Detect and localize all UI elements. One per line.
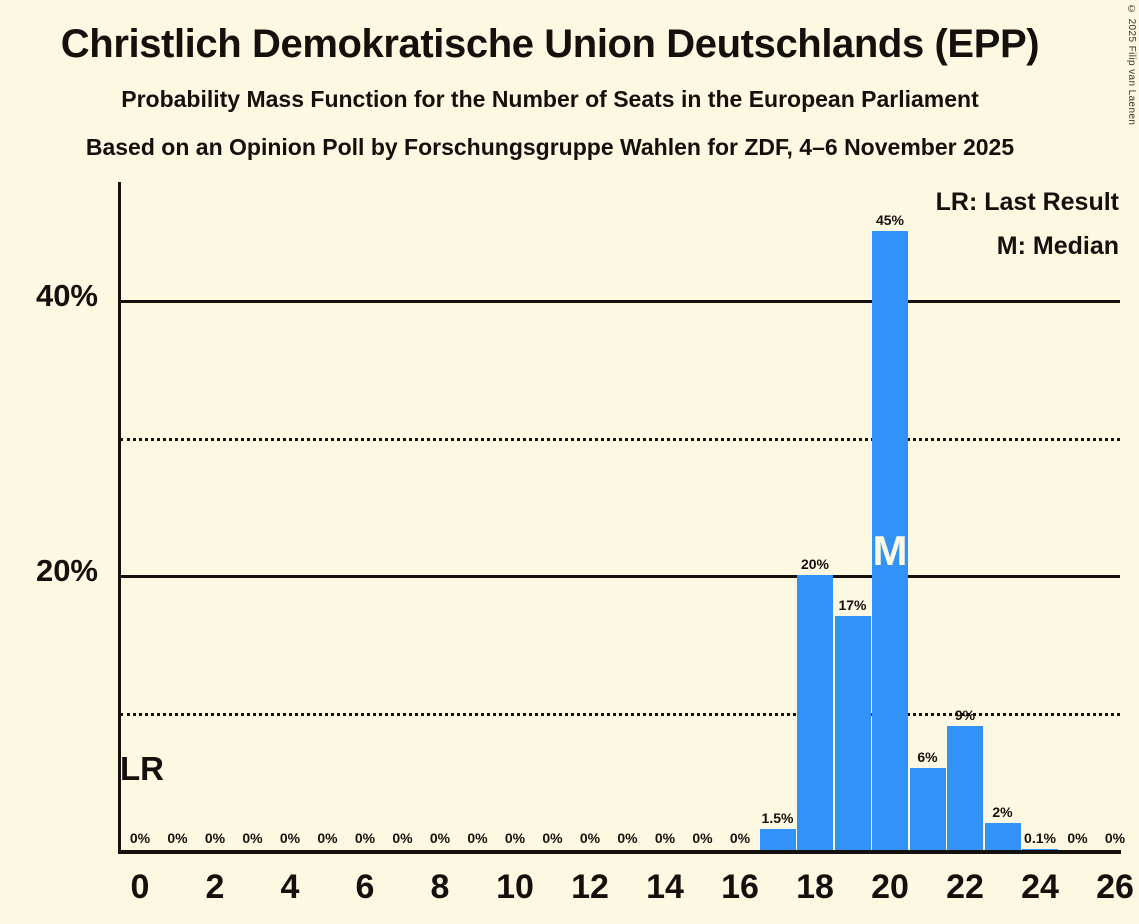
bar-seat-17[interactable] (759, 829, 796, 850)
bar-value-label-22: 9% (954, 707, 976, 724)
x-axis-tick-2: 2 (205, 868, 225, 906)
copyright-notice: © 2025 Filip van Laenen (1126, 4, 1137, 126)
x-axis-tick-26: 26 (1096, 868, 1134, 906)
bar-value-label-11: 0% (542, 830, 563, 846)
bar-value-label-23: 2% (992, 803, 1013, 820)
median-marker: M (872, 527, 908, 574)
bar-value-label-17: 1.5% (761, 810, 794, 827)
bar-value-label-9: 0% (467, 830, 488, 846)
legend-item-median: M: Median (996, 232, 1119, 260)
bar-value-label-18: 20% (800, 556, 830, 572)
bar-value-label-14: 0% (654, 830, 676, 846)
bar-value-label-25: 0% (1067, 830, 1088, 846)
bar-value-label-1: 0% (167, 830, 188, 846)
x-axis-tick-10: 10 (496, 868, 534, 906)
gridline-40 (120, 300, 1120, 303)
bar-value-label-20: 45% (875, 212, 905, 229)
bar-value-label-4: 0% (279, 830, 301, 846)
x-axis-tick-16: 16 (721, 868, 759, 906)
gridline-10 (120, 712, 1120, 716)
gridline-20 (120, 575, 1120, 578)
bar-value-label-19: 17% (838, 597, 867, 614)
bar-seat-20[interactable] (872, 231, 908, 850)
x-axis-tick-14: 14 (646, 868, 684, 906)
bar-value-label-24: 0.1% (1024, 829, 1056, 846)
y-axis-label-20: 20% (35, 553, 98, 588)
legend-item-last-result: LR: Last Result (935, 188, 1119, 216)
x-axis-tick-6: 6 (355, 868, 375, 906)
bar-value-label-16: 0% (729, 830, 751, 846)
y-axis-line (118, 182, 121, 853)
bar-value-label-7: 0% (392, 830, 413, 846)
x-axis-tick-4: 4 (280, 868, 300, 906)
bar-seat-23[interactable] (984, 822, 1021, 850)
bar-value-label-0: 0% (129, 830, 151, 846)
chart-title: Christlich Demokratische Union Deutschla… (60, 22, 1040, 66)
y-axis-label-40: 40% (35, 278, 98, 313)
x-axis-tick-0: 0 (130, 868, 150, 906)
gridline-30 (120, 437, 1120, 441)
bar-seat-19[interactable] (834, 616, 871, 850)
x-axis-line (118, 850, 1121, 854)
bar-value-label-21: 6% (917, 748, 938, 765)
x-axis-tick-18: 18 (796, 868, 834, 906)
bar-value-label-6: 0% (354, 830, 376, 846)
bar-value-label-5: 0% (317, 830, 338, 846)
bar-value-label-26: 0% (1104, 830, 1126, 846)
bar-seat-21[interactable] (909, 767, 946, 850)
bar-value-label-13: 0% (617, 830, 638, 846)
bar-value-label-12: 0% (579, 830, 601, 846)
bar-seat-22[interactable] (947, 726, 983, 850)
bar-value-label-2: 0% (204, 830, 226, 846)
x-axis-tick-8: 8 (430, 868, 450, 906)
last-result-marker: LR (120, 750, 164, 787)
bar-seat-18[interactable] (797, 575, 833, 850)
bar-seat-24[interactable] (1022, 848, 1058, 850)
chart-source-line: Based on an Opinion Poll by Forschungsgr… (85, 134, 1015, 160)
chart-legend: LR: Last Result M: Median (936, 180, 1119, 268)
x-axis-tick-22: 22 (946, 868, 984, 906)
x-axis-tick-24: 24 (1021, 868, 1059, 906)
bar-value-label-10: 0% (504, 830, 526, 846)
x-axis-tick-12: 12 (571, 868, 609, 906)
chart-subtitle: Probability Mass Function for the Number… (121, 86, 979, 112)
x-axis-tick-20: 20 (871, 868, 909, 906)
bar-value-label-8: 0% (429, 830, 451, 846)
bar-value-label-15: 0% (692, 830, 713, 846)
bar-value-label-3: 0% (242, 830, 263, 846)
